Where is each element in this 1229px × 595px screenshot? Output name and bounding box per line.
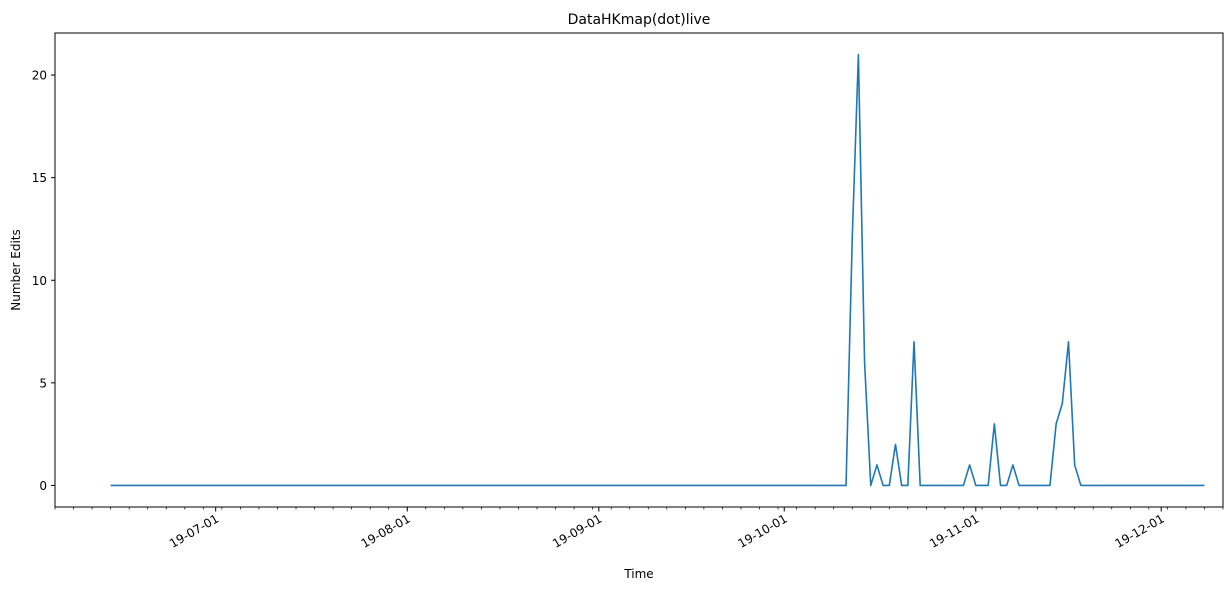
series-group [110, 53, 1205, 487]
y-axis-ticks: 0 5 10 15 20 [32, 69, 55, 493]
plot-area-frame [54, 32, 1224, 508]
series-line [110, 53, 1205, 487]
y-axis-label: Number Edits [9, 229, 23, 311]
y-tick-label: 5 [39, 376, 47, 390]
y-tick-label: 10 [32, 274, 47, 288]
chart-title: DataHKmap(dot)live [568, 12, 711, 28]
y-tick-label: 20 [32, 69, 47, 83]
x-axis-label: Time [623, 567, 653, 581]
y-tick-label: 15 [32, 171, 47, 185]
y-tick-label: 0 [39, 479, 47, 493]
